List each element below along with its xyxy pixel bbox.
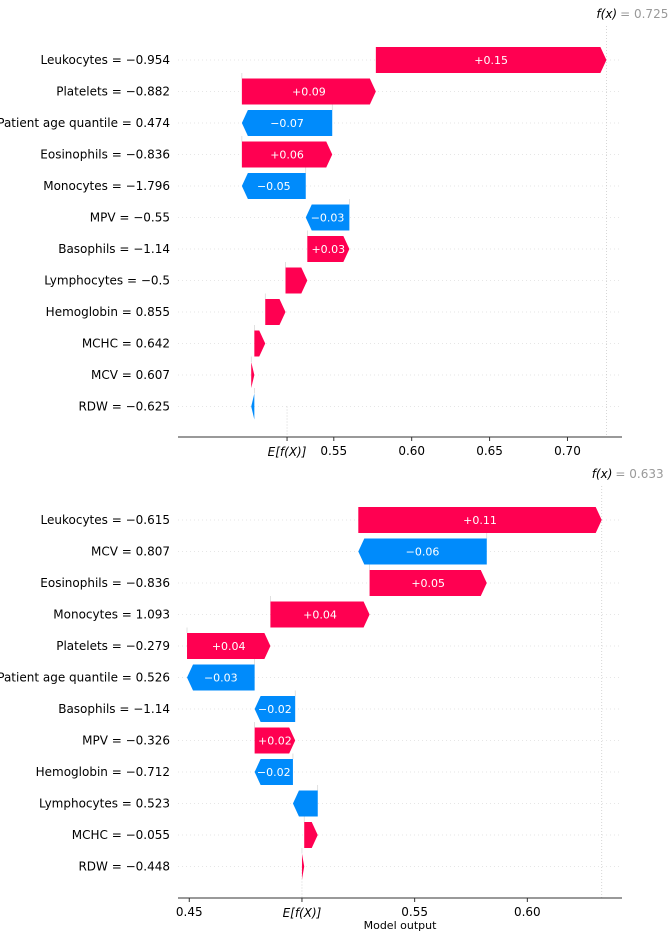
bar-value-label: −0.03 (204, 672, 238, 685)
bar-value-label: −0.05 (257, 180, 291, 193)
feature-label: Monocytes = 1.093 (53, 608, 170, 622)
bar (187, 664, 255, 691)
bar (301, 853, 305, 880)
bar-value-label: +0.04 (303, 609, 337, 622)
bar-value-label: −0.02 (257, 766, 291, 779)
chart-panel-1: Leukocytes = −0.954 +0.15 Platelets = −0.8… (0, 7, 668, 459)
x-tick-label: 0.60 (398, 444, 425, 458)
feature-label: Eosinophils = −0.836 (40, 148, 170, 162)
feature-label: MPV = −0.326 (82, 734, 170, 748)
x-tick-label: 0.55 (401, 905, 428, 919)
feature-label: MCHC = 0.642 (82, 337, 170, 351)
bar (369, 570, 487, 596)
bar-value-label: +0.05 (411, 577, 445, 590)
bar-value-label: +0.11 (463, 514, 497, 527)
feature-label: Platelets = −0.882 (56, 85, 170, 99)
bar-value-label: +0.03 (311, 243, 345, 256)
x-tick-label: 0.45 (176, 905, 203, 919)
feature-label: Hemoglobin = 0.855 (46, 305, 170, 319)
bar (241, 78, 376, 105)
bar (254, 759, 293, 785)
bar (358, 507, 602, 533)
feature-label: Leukocytes = −0.954 (41, 53, 170, 67)
bar (254, 696, 296, 722)
chart-panel-2: Leukocytes = −0.615 +0.11 MCV = 0.807 −0.06… (0, 467, 664, 932)
feature-label: Patient age quantile = 0.474 (0, 116, 170, 130)
feature-label: MCHC = −0.055 (72, 828, 170, 842)
base-value-label: E[f(X)] (268, 445, 307, 459)
feature-label: Hemoglobin = −0.712 (36, 765, 170, 779)
bar-value-label: +0.09 (292, 86, 326, 99)
fx-label: f(x) = 0.725 (596, 7, 668, 21)
bar (265, 299, 286, 325)
bar (305, 204, 350, 231)
feature-label: Leukocytes = −0.615 (41, 513, 170, 527)
feature-label: Lymphocytes = 0.523 (39, 797, 170, 811)
bar (187, 633, 271, 659)
bar (241, 141, 333, 168)
fx-symbol: f(x) (592, 467, 613, 481)
base-value-label: E[f(X)] (283, 906, 322, 920)
fx-label: f(x) = 0.633 (592, 467, 664, 481)
feature-label: Basophils = −1.14 (58, 242, 170, 256)
feature-label: Monocytes = −1.796 (43, 179, 170, 193)
bar-value-label: −0.03 (311, 212, 345, 225)
bar-value-label: +0.06 (270, 149, 304, 162)
bar (241, 110, 333, 136)
feature-label: Patient age quantile = 0.526 (0, 671, 170, 685)
feature-label: Lymphocytes = −0.5 (44, 274, 170, 288)
bar (241, 173, 306, 199)
bar (285, 267, 308, 294)
bar-value-label: +0.04 (212, 640, 246, 653)
feature-label: MPV = −0.55 (90, 211, 170, 225)
feature-label: MCV = 0.607 (91, 368, 170, 382)
feature-label: RDW = −0.625 (78, 400, 170, 414)
bar-value-label: −0.06 (406, 546, 440, 559)
feature-label: Basophils = −1.14 (58, 702, 170, 716)
x-axis-label: Model output (364, 919, 437, 932)
feature-label: Eosinophils = −0.836 (40, 576, 170, 590)
bar (304, 822, 318, 848)
bar (251, 362, 255, 388)
bar (251, 393, 255, 420)
bar (270, 601, 370, 628)
bar (307, 236, 350, 262)
fx-value: = 0.633 (615, 467, 663, 481)
x-tick-label: 0.55 (320, 444, 347, 458)
feature-label: RDW = −0.448 (78, 860, 170, 874)
feature-label: MCV = 0.807 (91, 545, 170, 559)
bar (358, 538, 487, 565)
fx-symbol: f(x) (596, 7, 617, 21)
bar-value-label: −0.07 (270, 117, 304, 130)
bar (254, 727, 296, 754)
x-tick-label: 0.65 (476, 444, 503, 458)
bar-value-label: +0.02 (258, 735, 292, 748)
x-tick-label: 0.60 (514, 905, 541, 919)
bar-value-label: −0.02 (258, 703, 292, 716)
bar-value-label: +0.15 (474, 54, 508, 67)
x-tick-label: 0.70 (554, 444, 581, 458)
feature-label: Platelets = −0.279 (56, 639, 170, 653)
bar (375, 47, 607, 73)
bar (292, 790, 318, 817)
fx-value: = 0.725 (620, 7, 668, 21)
bar (254, 330, 266, 357)
